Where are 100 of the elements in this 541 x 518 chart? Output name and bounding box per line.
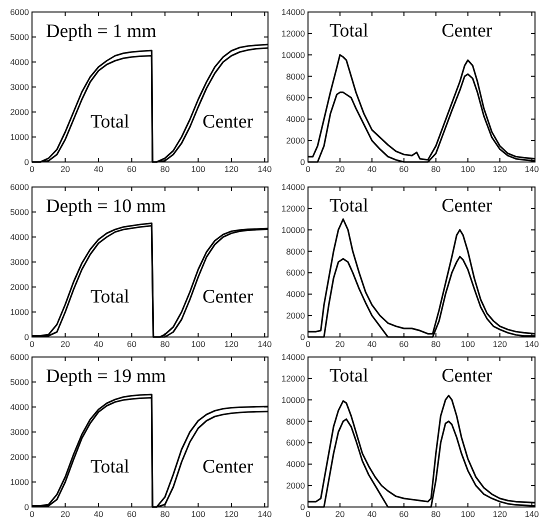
x-tick-label: 100 [460,509,476,518]
annotation: Center [442,20,493,42]
y-tick-label: 10000 [281,50,306,60]
y-tick-label: 2000 [10,282,30,292]
x-tick-label: 140 [258,164,272,174]
y-tick-label: 6000 [10,7,30,17]
y-tick-label: 0 [24,157,30,167]
y-tick-label: 2000 [286,310,306,321]
y-tick-label: 4000 [286,459,306,470]
annotation: Center [442,365,493,386]
x-tick-label: 80 [431,509,441,518]
x-tick-label: 60 [399,509,409,518]
text: Depth = 1 mm [46,21,157,42]
x-tick-label: 120 [492,339,508,349]
y-tick-label: 14000 [281,182,306,192]
annotation: Total [329,20,368,42]
y-tick-label: 3000 [10,82,30,92]
y-tick-label: 2000 [286,480,306,491]
y-tick-label: 6000 [10,352,30,362]
y-tick-label: 3000 [10,257,30,267]
y-tick-label: 6000 [286,438,306,448]
x-tick-label: 40 [94,509,104,518]
x-tick-label: 60 [126,339,137,349]
annotation: Total [90,456,130,478]
annotation: Total [329,365,368,386]
x-tick-label: 80 [160,339,170,349]
y-tick-label: 14000 [281,352,306,362]
text: Depth = 19 mm [46,366,166,387]
y-tick-label: 2000 [10,107,30,117]
annotation: Center [202,111,254,132]
x-tick-label: 120 [492,509,508,518]
y-tick-label: 4000 [286,289,306,300]
x-tick-label: 60 [399,339,409,349]
y-tick-label: 4000 [10,57,30,67]
y-tick-label: 14000 [281,7,306,17]
x-tick-label: 0 [30,509,35,518]
x-tick-label: 100 [191,164,206,174]
x-tick-label: 0 [306,509,311,518]
y-tick-label: 4000 [10,232,30,242]
y-tick-label: 4000 [10,402,30,412]
x-tick-label: 80 [160,509,170,518]
x-tick-label: 140 [258,509,272,518]
x-tick-label: 20 [60,339,70,349]
x-tick-label: 80 [431,339,441,349]
y-tick-label: 3000 [10,427,30,437]
y-tick-label: 1000 [10,132,30,142]
y-tick-label: 8000 [286,416,306,426]
y-tick-label: 5000 [10,32,30,42]
x-tick-label: 140 [524,164,540,174]
x-tick-label: 40 [94,164,104,174]
x-tick-label: 120 [224,339,239,349]
y-tick-label: 4000 [286,114,306,124]
x-tick-label: 100 [191,509,206,518]
y-tick-label: 0 [300,332,306,342]
y-tick-label: 12000 [281,203,306,214]
y-tick-label: 1000 [10,477,30,487]
annotation: Center [202,456,254,478]
x-tick-label: 20 [335,339,345,349]
annotation: Total [90,286,130,308]
x-tick-label: 140 [524,339,540,349]
x-tick-label: 120 [224,164,239,174]
text: Depth = 10 mm [46,196,166,217]
y-tick-label: 2000 [286,136,306,146]
x-tick-label: 140 [524,509,540,518]
x-tick-label: 100 [460,164,476,174]
x-tick-label: 40 [94,339,104,349]
y-tick-label: 6000 [286,92,306,103]
y-tick-label: 6000 [286,268,306,278]
y-tick-label: 12000 [281,28,306,38]
annotation: Center [202,286,254,308]
x-tick-label: 60 [399,164,409,174]
x-tick-label: 20 [335,164,345,174]
y-tick-label: 10000 [281,394,306,405]
x-tick-label: 20 [335,509,345,518]
x-tick-label: 120 [492,164,508,174]
x-tick-label: 40 [367,164,377,174]
y-tick-label: 10000 [281,224,306,235]
annotation: Total [90,111,130,132]
x-tick-label: 40 [367,339,377,349]
y-tick-label: 2000 [10,452,30,462]
x-tick-label: 80 [431,164,441,174]
x-tick-label: 100 [460,339,476,349]
x-tick-label: 60 [126,164,137,174]
x-tick-label: 20 [60,509,70,518]
annotation: Center [442,195,493,216]
x-tick-label: 40 [367,509,377,518]
x-tick-label: 100 [191,339,206,349]
x-tick-label: 80 [160,164,170,174]
y-tick-label: 5000 [10,377,30,387]
y-tick-label: 0 [24,332,30,342]
x-tick-label: 120 [224,509,239,518]
x-tick-label: 20 [60,164,70,174]
y-tick-label: 1000 [10,307,30,317]
y-tick-label: 5000 [10,207,30,217]
y-tick-label: 8000 [286,246,306,256]
y-tick-label: 0 [300,157,306,167]
x-tick-label: 60 [126,509,137,518]
annotation: Total [329,195,368,216]
x-tick-label: 140 [258,339,272,349]
y-tick-label: 12000 [281,373,306,384]
